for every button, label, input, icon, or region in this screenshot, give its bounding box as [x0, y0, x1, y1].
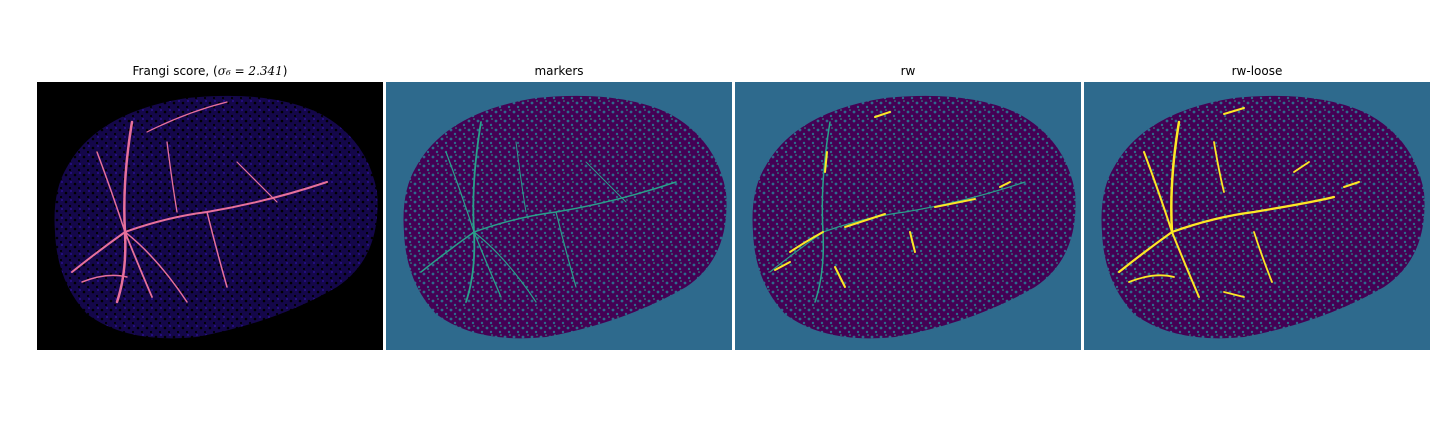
rw-loose-segments — [1117, 107, 1360, 298]
rw-loose-title: rw-loose — [1231, 64, 1283, 78]
rw-panel: rw — [735, 60, 1081, 350]
rw-image — [735, 82, 1081, 350]
tissue-shape — [403, 95, 727, 339]
tissue-shape — [752, 95, 1076, 339]
rw-loose-image — [1084, 82, 1430, 350]
markers-panel: markers — [386, 60, 732, 350]
rw-segments — [774, 111, 1011, 288]
frangi-panel: Frangi score, (σ₆ = 2.341) — [37, 60, 383, 350]
tissue-shape — [1101, 95, 1425, 339]
rw-title: rw — [900, 64, 916, 78]
frangi-title: Frangi score, (σ₆ = 2.341) — [132, 64, 288, 78]
markers-title: markers — [534, 64, 584, 78]
marker-vessels — [420, 121, 677, 303]
markers-image — [386, 82, 732, 350]
rw-loose-panel: rw-loose — [1084, 60, 1430, 350]
tissue-shape — [54, 95, 378, 339]
frangi-vessels — [71, 101, 328, 304]
frangi-image — [37, 82, 383, 350]
